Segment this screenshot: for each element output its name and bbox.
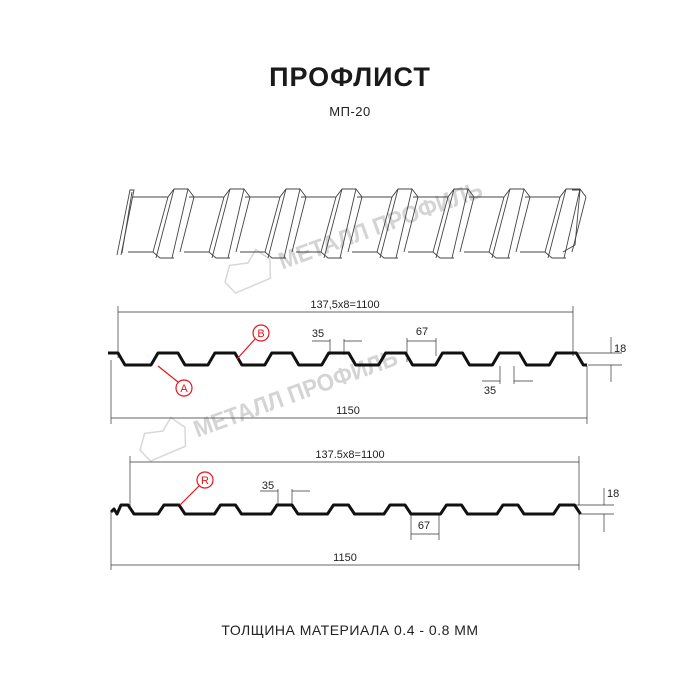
sheet-edge xyxy=(357,188,419,198)
sheet-edge xyxy=(520,251,566,259)
sheet-edge xyxy=(245,188,307,198)
total-width-label: 1150 xyxy=(333,552,357,564)
sheet-edge xyxy=(121,191,133,254)
sheet-edge xyxy=(408,251,454,259)
sheet-3d-view xyxy=(116,188,587,259)
marker-b-circle xyxy=(252,324,270,342)
sheet-edge xyxy=(264,188,307,259)
rib-top-label: 35 xyxy=(312,328,324,340)
sheet-edge xyxy=(189,188,251,198)
sheet-edge xyxy=(184,251,230,259)
watermark-text: МЕТАЛЛ ПРОФИЛЬ xyxy=(275,176,486,275)
pitch-dim-label: 137.5x8=1100 xyxy=(315,449,384,461)
profile-a-line xyxy=(108,351,587,367)
sheet-edge xyxy=(301,188,363,198)
pitch-dim-label: 137,5x8=1100 xyxy=(310,299,379,311)
height-label: 18 xyxy=(607,488,619,500)
marker-r-circle xyxy=(196,471,214,489)
profile-r-drawing: 137.5x8=1100 1150 35 67 18 R xyxy=(109,449,619,570)
marker-a-label: A xyxy=(180,383,188,395)
thickness-note: ТОЛЩИНА МАТЕРИАЛА 0.4 - 0.8 ММ xyxy=(221,622,479,638)
sheet-edge xyxy=(320,188,363,259)
sheet-edge xyxy=(432,188,475,259)
rib-bottom-label: 67 xyxy=(416,326,428,338)
sheet-edge xyxy=(128,251,174,259)
watermark-2: МЕТАЛЛ ПРОФИЛЬ xyxy=(139,344,401,462)
rib-top-label: 35 xyxy=(262,480,274,492)
sheet-edge xyxy=(352,251,398,259)
sheet-edge xyxy=(488,188,531,259)
sheet-edge xyxy=(562,189,581,253)
sheet-edge xyxy=(208,188,251,259)
sheet-edge xyxy=(544,188,587,259)
rib-bottom-label: 67 xyxy=(418,520,430,532)
total-width-label: 1150 xyxy=(336,405,360,417)
marker-b-label: B xyxy=(257,328,264,340)
height-label: 18 xyxy=(614,343,626,355)
sheet-edge xyxy=(152,188,195,259)
marker-a-circle xyxy=(175,379,193,397)
sheet-edge xyxy=(376,188,419,259)
profile-a-drawing: 137,5x8=1100 1150 35 67 35 18 B A xyxy=(108,299,626,424)
sheet-edge xyxy=(116,189,135,256)
model-label: МП-20 xyxy=(329,104,371,119)
watermark-logo-icon xyxy=(139,416,187,462)
marker-r-label: R xyxy=(201,475,209,487)
watermark-logo-icon xyxy=(224,248,272,294)
page-title: ПРОФЛИСТ xyxy=(269,62,431,92)
sheet-edge xyxy=(464,251,510,259)
profile-r-line xyxy=(109,503,582,516)
sheet-edge xyxy=(133,188,195,198)
rib-gap-label: 35 xyxy=(484,385,496,397)
